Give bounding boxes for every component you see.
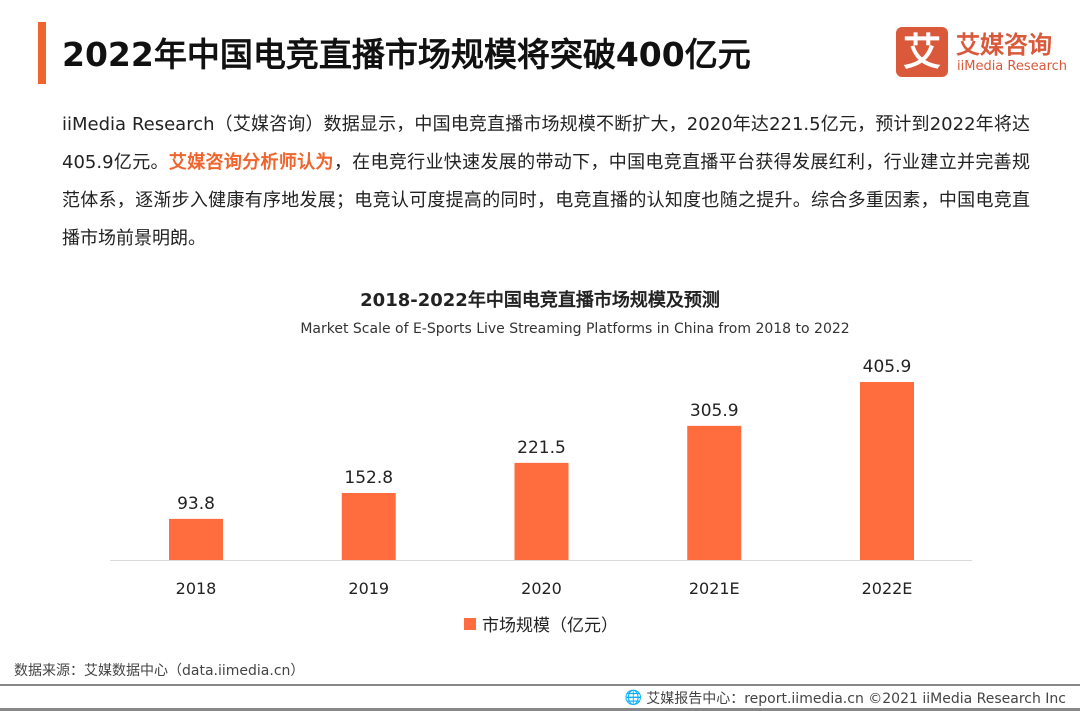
- bar: [514, 462, 569, 560]
- divider-bottom: [0, 708, 1080, 711]
- data-label: 405.9: [863, 357, 912, 377]
- data-label: 305.9: [690, 401, 739, 421]
- para-highlight: 艾媒咨询分析师认为: [168, 152, 334, 173]
- chart-title: 2018-2022年中国电竞直播市场规模及预测: [360, 290, 720, 311]
- legend-label: 市场规模（亿元）: [482, 616, 618, 636]
- footer-text: 艾媒报告中心：report.iimedia.cn ©2021 iiMedia R…: [646, 691, 1066, 707]
- x-tick-label: 2019: [348, 579, 389, 598]
- bar: [341, 492, 396, 560]
- data-label: 221.5: [517, 438, 566, 458]
- para-text-2: ，在电竞行业快速发展的带动下，中国电竞直播平台获得发展红利，行业建立并完善规范体…: [62, 152, 1031, 249]
- bar: [687, 425, 742, 560]
- title-accent-bar: [38, 22, 46, 84]
- para-text-1: iiMedia Research（艾媒咨询）数据显示，中国电竞直播市场规模不断扩…: [62, 114, 1030, 173]
- x-tick-label: 2020: [521, 579, 562, 598]
- logo-mark: 艾: [896, 27, 948, 77]
- bar: [169, 518, 223, 560]
- x-tick-label: 2021E: [689, 579, 740, 598]
- x-tick-label: 2022E: [862, 579, 913, 598]
- logo-en: iiMedia Research: [957, 59, 1068, 74]
- legend-swatch: [464, 617, 476, 630]
- chart-subtitle: Market Scale of E-Sports Live Streaming …: [300, 321, 850, 337]
- page-title: 2022年中国电竞直播市场规模将突破400亿元: [62, 35, 751, 74]
- data-label: 93.8: [177, 494, 215, 514]
- x-tick-label: 2018: [176, 579, 217, 598]
- legend: 市场规模（亿元）: [464, 611, 618, 636]
- globe-icon: 🌐: [624, 690, 643, 706]
- bar: [860, 382, 914, 560]
- description-paragraph: iiMedia Research（艾媒咨询）数据显示，中国电竞直播市场规模不断扩…: [62, 106, 1030, 258]
- data-label: 152.8: [344, 468, 393, 488]
- divider: [0, 684, 1080, 686]
- source-note: 数据来源：艾媒数据中心（data.iimedia.cn）: [14, 663, 305, 679]
- logo-cn: 艾媒咨询: [956, 31, 1052, 59]
- logo: 艾 艾媒咨询 iiMedia Research: [896, 27, 1076, 79]
- footer: 🌐 艾媒报告中心：report.iimedia.cn ©2021 iiMedia …: [625, 688, 1066, 708]
